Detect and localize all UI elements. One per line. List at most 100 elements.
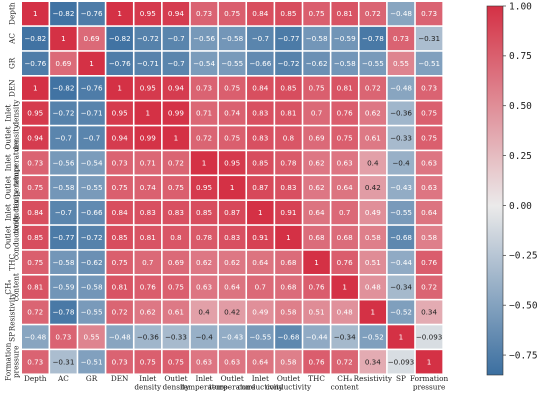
cell-value-label: −0.68 [277, 332, 299, 341]
heatmap-cell [218, 250, 246, 274]
cell-value-label: 0.49 [252, 308, 268, 317]
heatmap-cell [275, 350, 302, 374]
heatmap-cell [387, 300, 415, 324]
heatmap-cell [162, 101, 190, 125]
cell-value-label: 0.78 [280, 158, 296, 167]
heatmap-cell [134, 101, 162, 125]
heatmap-cell [247, 250, 274, 274]
heatmap-cell [331, 300, 358, 324]
heatmap-cell [134, 151, 162, 175]
heatmap-cell [218, 151, 246, 175]
cell-value-label: 0.95 [196, 183, 212, 192]
cell-value-label: 0.75 [224, 133, 240, 142]
cell-value-label: 0.69 [168, 258, 184, 267]
cell-value-label: 0.7 [142, 258, 153, 267]
cell-value-label: −0.33 [165, 332, 187, 341]
heatmap-cell [106, 250, 133, 274]
heatmap-cell [275, 300, 302, 324]
heatmap-cell [78, 76, 105, 100]
cell-value-label: 0.48 [337, 308, 353, 317]
cell-value-label: 0.73 [27, 357, 43, 366]
column-label: Inlet conductivity [238, 374, 284, 392]
heatmap-cell [247, 176, 274, 200]
heatmap-cell [359, 200, 387, 225]
heatmap-cell [106, 126, 133, 150]
heatmap-cell [190, 350, 218, 374]
heatmap-cell [415, 51, 443, 76]
cell-value-label: 0.8 [283, 133, 295, 142]
cell-value-label: 0.74 [224, 109, 240, 118]
cell-value-label: 0.55 [393, 59, 409, 68]
cell-value-label: 0.72 [168, 158, 184, 167]
heatmap-cell [190, 101, 218, 125]
cell-value-label: −0.31 [52, 357, 74, 366]
cell-value-label: −0.44 [306, 332, 328, 341]
row-label: GR [8, 57, 17, 69]
cell-value-label: 0.34 [365, 357, 381, 366]
cell-value-label: −0.78 [362, 34, 384, 43]
heatmap-cell [415, 151, 443, 175]
heatmap-cell [50, 325, 77, 349]
heatmap-cell [303, 300, 330, 324]
heatmap-cell [50, 151, 77, 175]
colorbar-tick-label: −0.50 [509, 300, 538, 311]
heatmap-cell [331, 76, 358, 100]
heatmap-cell [134, 250, 162, 274]
cell-value-label: 0.75 [224, 9, 240, 18]
colorbar-tick-label: 0.75 [509, 51, 532, 62]
heatmap-cell [387, 325, 415, 349]
cell-value-label: −0.66 [81, 208, 103, 217]
cell-value-label: 0.83 [168, 208, 184, 217]
column-label: SP [396, 374, 406, 383]
cell-value-label: 0.75 [140, 357, 156, 366]
column-label: Resistivity [354, 374, 393, 383]
cell-value-label: 0.69 [309, 133, 325, 142]
cell-value-label: 0.51 [365, 258, 381, 267]
colorbar-tick-label: −0.75 [509, 350, 538, 361]
heatmap-cell [50, 200, 77, 225]
heatmap-cell [134, 51, 162, 76]
row-label: Inletconductivity [4, 189, 21, 235]
heatmap-cell [106, 225, 133, 250]
heatmap-cell [331, 225, 358, 250]
heatmap-cell [22, 151, 49, 175]
colorbar-tick-label: 0.00 [509, 201, 532, 212]
cell-value-label: 0.64 [421, 208, 437, 217]
heatmap-cell [50, 26, 77, 51]
cell-value-label: −0.34 [334, 332, 356, 341]
heatmap-cell [359, 176, 387, 200]
cell-value-label: 0.68 [337, 233, 353, 242]
cell-value-label: 0.72 [27, 308, 43, 317]
heatmap-cell [303, 225, 330, 250]
cell-value-label: −0.44 [390, 258, 412, 267]
cell-value-label: 0.75 [27, 183, 43, 192]
cell-value-label: −0.093 [388, 357, 415, 366]
cell-value-label: 0.85 [196, 208, 212, 217]
row-label: CH₄content [4, 273, 21, 301]
cell-value-label: 0.85 [112, 233, 128, 242]
row-label: SP [8, 332, 17, 342]
cell-value-label: 0.75 [337, 133, 353, 142]
cell-value-label: 0.95 [112, 109, 128, 118]
heatmap-cell [162, 350, 190, 374]
heatmap-cell [275, 325, 302, 349]
column-label: Outlet density [163, 374, 191, 392]
column-label: Outlet conductivity [266, 374, 312, 392]
heatmap-cell [359, 51, 387, 76]
heatmap-cell [78, 225, 105, 250]
column-label: DEN [111, 374, 129, 383]
colorbar-gradient [486, 5, 504, 376]
cell-value-label: 0.99 [140, 133, 156, 142]
heatmap-cell [275, 126, 302, 150]
heatmap-cell [247, 51, 274, 76]
heatmap-cell [22, 101, 49, 125]
heatmap-cell [218, 26, 246, 51]
heatmap-cell [162, 151, 190, 175]
heatmap-cell [22, 325, 49, 349]
cell-value-label: −0.48 [109, 332, 131, 341]
cell-value-label: 0.7 [255, 283, 266, 292]
heatmap-cell [218, 176, 246, 200]
cell-value-label: 0.73 [196, 84, 212, 93]
heatmap-cell [50, 350, 77, 374]
cell-value-label: 0.84 [252, 84, 268, 93]
